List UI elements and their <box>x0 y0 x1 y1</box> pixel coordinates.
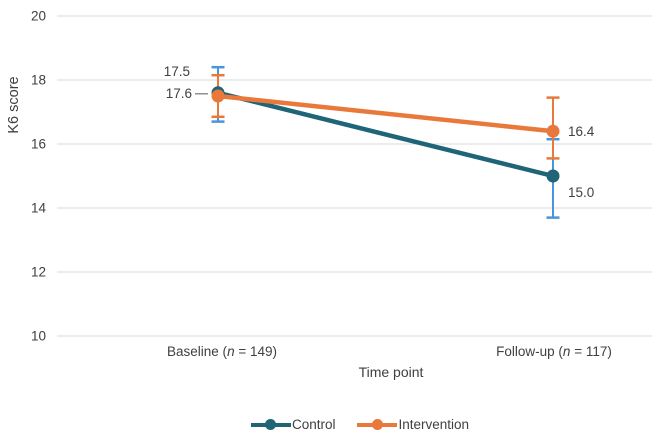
y-tick-label: 10 <box>31 329 46 344</box>
intervention-value-label: 16.4 <box>568 124 595 139</box>
category-text: Follow-up ( <box>496 344 563 359</box>
y-tick-label: 20 <box>31 9 46 24</box>
category-text: Baseline ( <box>167 344 228 359</box>
legend-dot <box>371 419 383 430</box>
y-tick-label: 16 <box>31 137 46 152</box>
control-line <box>215 90 556 179</box>
y-axis-title: K6 score <box>6 76 22 134</box>
legend: Control Intervention <box>68 417 652 432</box>
intervention-line <box>215 93 556 134</box>
category-n-italic: n <box>227 344 235 359</box>
control-value-label: 17.6 <box>166 86 192 101</box>
category-n-italic: n <box>562 344 571 359</box>
legend-dot <box>265 419 277 430</box>
intervention-value-label: 17.5 <box>164 64 190 79</box>
category-text: = 117) <box>570 344 612 359</box>
x-category-label-followup: Follow-up (n = 117) <box>496 344 612 359</box>
x-axis-title: Time point <box>358 364 424 380</box>
intervention-marker <box>211 89 225 103</box>
legend-label-control: Control <box>291 417 336 432</box>
x-category-label-baseline: Baseline (n = 149) <box>167 344 277 359</box>
y-tick-label: 12 <box>31 265 46 280</box>
control-marker <box>546 169 560 183</box>
control-legend-marker-icon <box>250 418 291 431</box>
control-value-label: 15.0 <box>568 185 594 200</box>
intervention-marker <box>546 124 560 138</box>
legend-label-intervention: Intervention <box>398 417 470 432</box>
legend-item-intervention: Intervention <box>357 417 469 432</box>
category-text: = 149) <box>234 344 277 359</box>
y-tick-label: 14 <box>31 201 47 216</box>
y-tick-label: 18 <box>31 73 46 88</box>
intervention-legend-marker-icon <box>357 418 398 431</box>
legend-item-control: Control <box>250 417 336 432</box>
